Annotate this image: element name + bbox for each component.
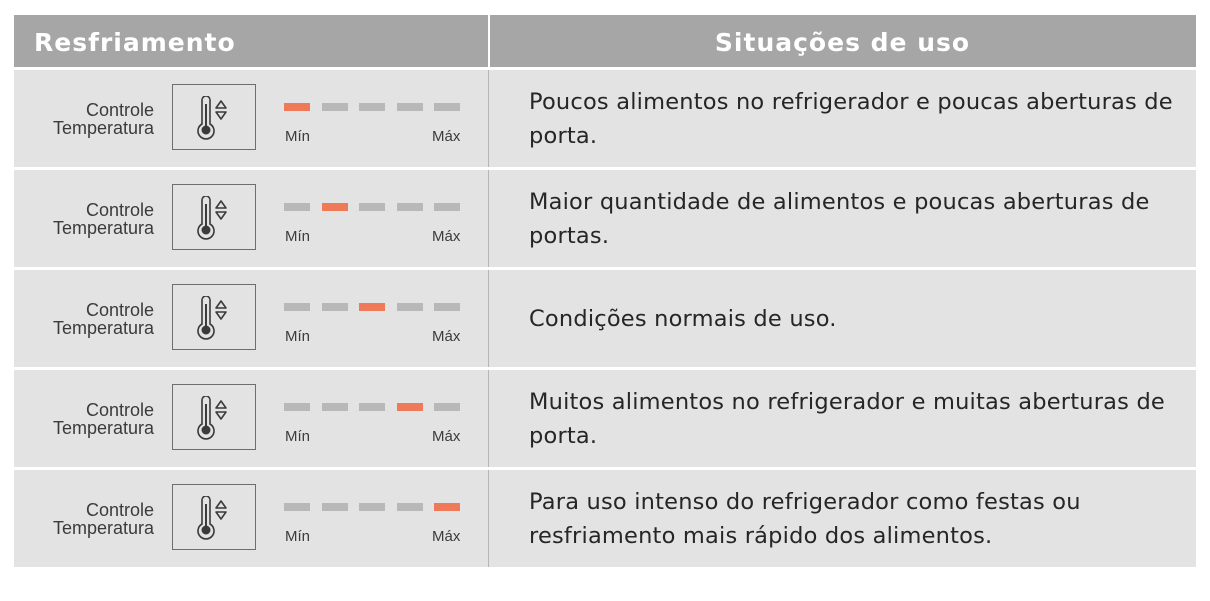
level-segment xyxy=(321,503,348,511)
column-divider xyxy=(488,270,489,367)
level-segment-active xyxy=(396,403,423,411)
usage-description: Condições normais de uso. xyxy=(529,305,837,332)
min-label: Mín xyxy=(285,128,311,145)
level-segment xyxy=(434,303,460,311)
table-row: Controle Temperatura Mín Máx Para uso in… xyxy=(14,470,1196,567)
column-divider xyxy=(488,70,489,167)
max-label: Máx xyxy=(432,228,461,245)
temperature-control-button[interactable] xyxy=(172,484,256,550)
level-segment xyxy=(396,303,423,311)
level-segment xyxy=(434,203,460,211)
control-label-line1: Controle xyxy=(85,400,154,420)
level-segment xyxy=(359,203,385,211)
max-label: Máx xyxy=(432,128,461,145)
control-label-line2: Temperatura xyxy=(52,218,154,238)
min-label: Mín xyxy=(285,228,311,245)
header-cooling: Resfriamento xyxy=(34,28,236,57)
min-label: Mín xyxy=(285,328,311,345)
control-label-line2: Temperatura xyxy=(52,418,154,438)
temperature-level-indicator xyxy=(284,203,464,211)
temperature-level-indicator xyxy=(284,403,464,411)
column-divider xyxy=(488,370,489,467)
min-label: Mín xyxy=(285,528,311,545)
level-segment xyxy=(359,103,385,111)
table-row: Controle Temperatura Mín Máx Muitos alim… xyxy=(14,370,1196,467)
table-row: Controle Temperatura Mín Máx Poucos alim… xyxy=(14,70,1196,167)
column-divider xyxy=(488,470,489,567)
level-segment xyxy=(434,403,460,411)
usage-description: Para uso intenso do refrigerador como fe… xyxy=(529,488,1081,549)
thermometer-up-down-icon xyxy=(197,496,227,540)
temperature-control-button[interactable] xyxy=(172,284,256,350)
control-label: Controle Temperatura xyxy=(14,301,154,337)
control-label-line1: Controle xyxy=(85,500,154,520)
control-label: Controle Temperatura xyxy=(14,401,154,437)
level-segment-active xyxy=(434,503,460,511)
cooling-table: Resfriamento Situações de uso Controle T… xyxy=(14,15,1196,585)
level-segment xyxy=(284,303,310,311)
usage-description: Maior quantidade de alimentos e poucas a… xyxy=(529,188,1150,249)
control-label-line1: Controle xyxy=(85,100,154,120)
level-segment xyxy=(359,403,385,411)
control-label-line2: Temperatura xyxy=(52,118,154,138)
min-label: Mín xyxy=(285,428,311,445)
usage-description: Poucos alimentos no refrigerador e pouca… xyxy=(529,88,1173,149)
level-segment xyxy=(434,103,460,111)
temperature-control-button[interactable] xyxy=(172,384,256,450)
level-segment-active xyxy=(284,103,310,111)
temperature-control-button[interactable] xyxy=(172,184,256,250)
level-segment xyxy=(321,103,348,111)
control-label: Controle Temperatura xyxy=(14,201,154,237)
level-segment xyxy=(284,403,310,411)
max-label: Máx xyxy=(432,328,461,345)
level-segment xyxy=(321,303,348,311)
control-label-line1: Controle xyxy=(85,200,154,220)
thermometer-up-down-icon xyxy=(197,396,227,440)
temperature-level-indicator xyxy=(284,303,464,311)
max-label: Máx xyxy=(432,428,461,445)
level-segment xyxy=(359,503,385,511)
control-label-line2: Temperatura xyxy=(52,318,154,338)
level-segment-active xyxy=(359,303,385,311)
level-segment xyxy=(284,203,310,211)
temperature-level-indicator xyxy=(284,103,464,111)
thermometer-up-down-icon xyxy=(197,296,227,340)
level-segment xyxy=(284,503,310,511)
table-header: Resfriamento Situações de uso xyxy=(14,15,1196,67)
thermometer-up-down-icon xyxy=(197,196,227,240)
level-segment xyxy=(396,203,423,211)
table-row: Controle Temperatura Mín Máx Maior quant… xyxy=(14,170,1196,267)
level-segment xyxy=(396,103,423,111)
control-label-line2: Temperatura xyxy=(52,518,154,538)
level-segment-active xyxy=(321,203,348,211)
usage-description: Muitos alimentos no refrigerador e muita… xyxy=(529,388,1165,449)
header-divider xyxy=(488,15,490,67)
temperature-level-indicator xyxy=(284,503,464,511)
level-segment xyxy=(396,503,423,511)
control-label: Controle Temperatura xyxy=(14,101,154,137)
table-row: Controle Temperatura Mín Máx Condições n… xyxy=(14,270,1196,367)
control-label: Controle Temperatura xyxy=(14,501,154,537)
control-label-line1: Controle xyxy=(85,300,154,320)
temperature-control-button[interactable] xyxy=(172,84,256,150)
header-usage-situations: Situações de uso xyxy=(714,28,971,57)
max-label: Máx xyxy=(432,528,461,545)
level-segment xyxy=(321,403,348,411)
thermometer-up-down-icon xyxy=(197,96,227,140)
table-body: Controle Temperatura Mín Máx Poucos alim… xyxy=(14,70,1196,570)
column-divider xyxy=(488,170,489,267)
